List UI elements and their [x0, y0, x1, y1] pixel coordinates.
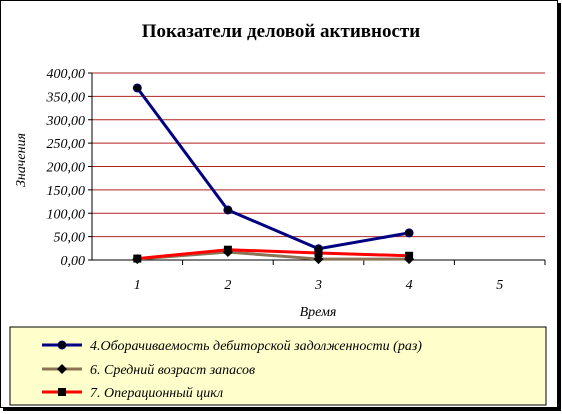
y-axis-label: Значения	[14, 133, 29, 187]
series-1	[132, 83, 414, 254]
legend-label: 4.Оборачиваемость дебиторской задолженно…	[90, 339, 422, 354]
y-tick-label: 200,00	[47, 161, 86, 176]
y-tick-label: 150,00	[47, 184, 86, 199]
legend-item: 6. Средний возраст запасов	[42, 363, 255, 378]
data-point	[132, 83, 142, 93]
series-line	[136, 87, 410, 251]
data-point	[223, 205, 233, 215]
y-tick-label: 50,00	[54, 231, 86, 246]
legend-item: 7. Операционный цикл	[42, 386, 223, 401]
legend-label: 6. Средний возраст запасов	[90, 363, 255, 378]
legend-item: 4.Оборачиваемость дебиторской задолженно…	[42, 339, 422, 354]
series-layer	[132, 83, 415, 265]
data-point	[223, 245, 232, 254]
data-point	[133, 254, 142, 263]
series-3	[133, 245, 414, 263]
data-point	[314, 248, 323, 257]
y-tick-label: 250,00	[47, 137, 86, 152]
legend-marker	[58, 388, 66, 396]
x-tick-label: 4	[406, 278, 413, 293]
data-point	[404, 228, 414, 238]
chart-title: Показатели деловой активности	[142, 21, 420, 42]
x-tick-label: 3	[314, 278, 322, 293]
y-tick-label: 100,00	[47, 207, 86, 222]
y-ticks: 0,00 50,00 100,00 150,00 200,00 250,00 300,00 3…	[46, 67, 92, 269]
y-tick-label: 0,00	[61, 254, 86, 269]
y-tick-label: 300,00	[46, 114, 86, 129]
x-tick-label: 1	[134, 278, 141, 293]
y-tick-label: 350,00	[46, 90, 86, 105]
x-tick-label: 5	[496, 278, 503, 293]
legend-items: 4.Оборачиваемость дебиторской задолженно…	[42, 339, 422, 401]
x-ticks: 1 2 3 4 5	[134, 260, 546, 293]
legend-label: 7. Операционный цикл	[90, 386, 223, 401]
legend	[9, 326, 547, 406]
gridlines	[92, 72, 545, 238]
y-tick-label: 400,00	[47, 67, 86, 82]
data-point	[405, 251, 414, 260]
legend-marker	[57, 340, 67, 350]
x-axis-label: Время	[300, 305, 337, 320]
x-tick-label: 2	[224, 278, 231, 293]
legend-marker	[57, 364, 67, 374]
series-line	[137, 248, 410, 261]
